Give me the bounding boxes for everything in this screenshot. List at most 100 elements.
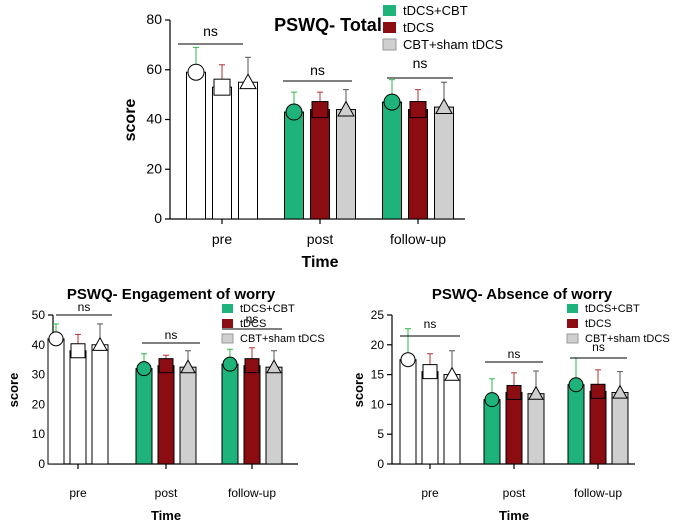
y-axis-title: score (122, 99, 139, 142)
mean-marker-triangle (337, 100, 355, 117)
bar-tdcs-cbt-pre (399, 359, 417, 465)
x-tick-label-post: post (155, 486, 178, 500)
legend-swatch (222, 319, 233, 328)
y-tick-label: 60 (146, 61, 162, 77)
x-tick-label-follow-up: follow-up (390, 231, 446, 247)
legend-swatch (567, 319, 578, 328)
legend-label: tDCS+CBT (585, 303, 640, 315)
bar-tdcs-cbt-pre (186, 71, 206, 220)
x-axis-title: Time (301, 254, 338, 271)
legend-swatch (222, 304, 233, 313)
x-axis-title: Time (151, 508, 181, 523)
y-tick-label: 30 (32, 368, 46, 382)
legend-label: tDCS+CBT (403, 3, 468, 18)
mean-marker-circle (285, 103, 303, 121)
x-tick-label-follow-up: follow-up (574, 486, 622, 500)
mean-marker-triangle (612, 384, 628, 399)
mean-marker-triangle (180, 359, 196, 374)
bar-tdcs-pre (421, 371, 439, 465)
mean-marker-circle (136, 361, 152, 377)
legend-swatch (566, 333, 579, 344)
legend-label: tDCS (585, 318, 611, 330)
y-tick-label: 10 (32, 427, 46, 441)
mean-marker-square (422, 364, 438, 380)
legend-label: tDCS+CBT (240, 303, 295, 315)
y-tick-label: 25 (371, 308, 385, 322)
y-tick-label: 0 (377, 457, 384, 471)
mean-marker-square (244, 358, 260, 374)
bar-tdcs-post (505, 391, 523, 465)
mean-marker-square (70, 343, 86, 359)
x-tick-label-post: post (503, 486, 526, 500)
bar-cbt-sham-tdcs-follow-up (434, 106, 454, 220)
mean-marker-square (158, 358, 174, 374)
y-axis-title: score (6, 373, 21, 408)
mean-marker-triangle (435, 98, 453, 114)
bar-tdcs-follow-up (589, 390, 607, 465)
chart-1: 0 20 40 60 80 pre post follow-up Time score ns ns ns… (122, 3, 503, 271)
mean-marker-circle (222, 356, 238, 372)
y-tick-label: 15 (371, 368, 385, 382)
mean-marker-square (311, 101, 329, 119)
bar-cbt-sham-tdcs-post (336, 109, 356, 220)
y-tick-label: 0 (154, 210, 162, 226)
significance-label: ns (78, 300, 91, 314)
bar-tdcs-cbt-follow-up (221, 363, 239, 465)
legend-label: CBT+sham tDCS (240, 333, 325, 345)
mean-marker-square (409, 101, 427, 119)
bar-tdcs-post (310, 109, 330, 220)
y-tick-label: 40 (146, 111, 162, 127)
bar-cbt-sham-tdcs-post (527, 393, 545, 465)
mean-marker-square (590, 383, 606, 399)
bar-cbt-sham-tdcs-pre (91, 344, 109, 465)
bar-tdcs-cbt-follow-up (567, 384, 585, 465)
y-tick-label: 5 (377, 427, 384, 441)
legend-swatch (382, 38, 397, 51)
mean-marker-circle (48, 331, 64, 347)
y-tick-label: 10 (371, 397, 385, 411)
mean-marker-triangle (266, 359, 282, 374)
y-tick-label: 0 (38, 457, 45, 471)
bar-tdcs-cbt-follow-up (382, 101, 402, 220)
y-tick-label: 50 (32, 308, 46, 322)
bar-tdcs-cbt-pre (47, 338, 65, 465)
chart-2: 0 10 20 30 40 50 pre post follow-up Time score ns ns… (6, 286, 325, 523)
x-tick-label-pre: pre (212, 231, 232, 247)
mean-marker-triangle (444, 366, 460, 381)
chart-title: PSWQ- Total (274, 15, 382, 35)
bar-tdcs-cbt-post (284, 111, 304, 220)
legend-label: CBT+sham tDCS (403, 37, 503, 52)
bar-cbt-sham-tdcs-pre (443, 374, 461, 465)
significance-label: ns (165, 328, 178, 342)
bar-tdcs-post (157, 365, 175, 465)
bar-tdcs-pre (69, 350, 87, 465)
chart-3: 0 5 10 15 20 25 pre post follow-up Time score ns ns n… (351, 286, 670, 523)
mean-marker-square (506, 384, 522, 400)
legend-label: tDCS (403, 20, 434, 35)
legend-label: tDCS (240, 318, 266, 330)
significance-label: ns (246, 312, 259, 326)
x-tick-label-post: post (307, 231, 334, 247)
x-tick-label-pre: pre (421, 486, 439, 500)
x-axis-title: Time (499, 508, 529, 523)
legend-swatch (221, 333, 234, 344)
significance-label: ns (508, 347, 521, 361)
y-tick-label: 80 (146, 11, 162, 27)
significance-label: ns (424, 317, 437, 331)
mean-marker-triangle (528, 385, 544, 400)
mean-marker-circle (187, 63, 205, 81)
mean-marker-circle (400, 352, 416, 368)
significance-label: ns (592, 340, 605, 354)
mean-marker-circle (484, 392, 500, 408)
bar-tdcs-follow-up (408, 109, 428, 220)
y-tick-label: 20 (371, 338, 385, 352)
y-tick-label: 20 (32, 397, 46, 411)
significance-label: ns (310, 62, 325, 78)
bar-tdcs-cbt-post (135, 368, 153, 465)
bar-cbt-sham-tdcs-follow-up (611, 391, 629, 465)
bar-cbt-sham-tdcs-follow-up (265, 366, 283, 465)
legend-swatch (383, 22, 396, 33)
significance-label: ns (203, 23, 218, 39)
x-tick-label-pre: pre (69, 486, 87, 500)
